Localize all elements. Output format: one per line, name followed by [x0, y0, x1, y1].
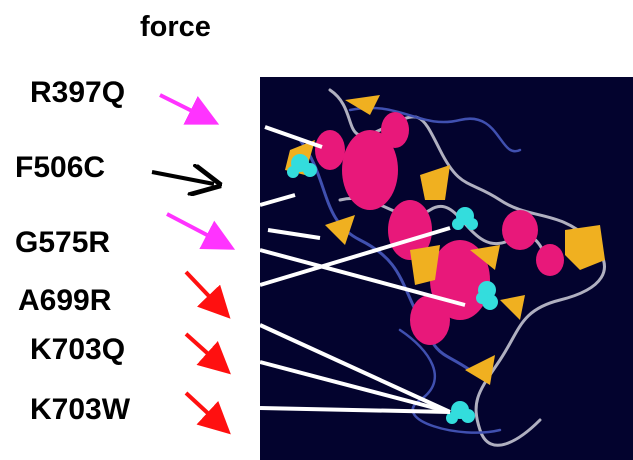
- mutation-label: R397Q: [30, 76, 125, 109]
- title: force: [140, 11, 211, 43]
- mutation-label: G575R: [15, 226, 110, 259]
- mutation-label: K703Q: [30, 333, 125, 366]
- mutation-label: F506C: [15, 151, 105, 184]
- mutation-label: K703W: [30, 393, 131, 426]
- arrows: [152, 95, 228, 429]
- figure: force R397Q F506C G575R A699R K703Q K703…: [0, 0, 633, 460]
- mutation-label: A699R: [18, 284, 112, 317]
- labels: R397Q F506C G575R A699R K703Q K703W: [15, 76, 131, 426]
